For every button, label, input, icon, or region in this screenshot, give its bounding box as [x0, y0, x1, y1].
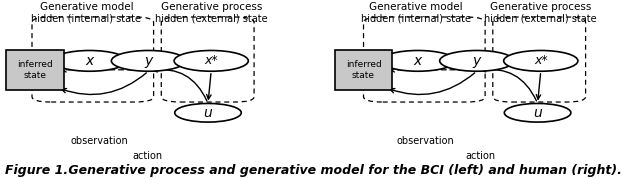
Text: hidden (external) state: hidden (external) state	[484, 13, 597, 23]
Text: Generative process: Generative process	[161, 2, 262, 12]
Ellipse shape	[174, 50, 248, 71]
Ellipse shape	[504, 50, 578, 71]
Ellipse shape	[381, 50, 455, 71]
FancyBboxPatch shape	[6, 50, 64, 90]
Text: u: u	[204, 106, 212, 120]
FancyArrowPatch shape	[481, 67, 536, 101]
Text: Generative process: Generative process	[490, 2, 591, 12]
Text: action: action	[465, 151, 495, 161]
Text: hidden (internal) state: hidden (internal) state	[361, 13, 471, 23]
Text: y: y	[473, 54, 481, 68]
Text: Generative model: Generative model	[40, 2, 133, 12]
Text: x: x	[86, 54, 93, 68]
Text: y: y	[145, 54, 152, 68]
Ellipse shape	[52, 50, 127, 71]
Ellipse shape	[175, 103, 241, 122]
Text: action: action	[132, 151, 163, 161]
Text: u: u	[533, 106, 542, 120]
FancyArrowPatch shape	[61, 73, 147, 95]
FancyBboxPatch shape	[335, 50, 392, 90]
Text: observation: observation	[70, 136, 128, 146]
Text: inferred
state: inferred state	[17, 60, 53, 79]
Text: hidden (external) state: hidden (external) state	[155, 13, 268, 23]
Text: Generative model: Generative model	[369, 2, 463, 12]
Text: hidden (internal) state: hidden (internal) state	[31, 13, 141, 23]
Text: observation: observation	[397, 136, 454, 146]
Ellipse shape	[440, 50, 514, 71]
Text: Generative process and generative model for the BCI (left) and human (right).: Generative process and generative model …	[64, 164, 622, 177]
FancyArrowPatch shape	[153, 67, 207, 101]
FancyArrowPatch shape	[390, 73, 475, 95]
Text: inferred
state: inferred state	[346, 60, 381, 79]
Text: Figure 1.: Figure 1.	[5, 164, 68, 177]
Text: x*: x*	[534, 54, 548, 67]
Ellipse shape	[504, 103, 571, 122]
Ellipse shape	[111, 50, 186, 71]
Text: x*: x*	[204, 54, 218, 67]
Text: x: x	[414, 54, 422, 68]
